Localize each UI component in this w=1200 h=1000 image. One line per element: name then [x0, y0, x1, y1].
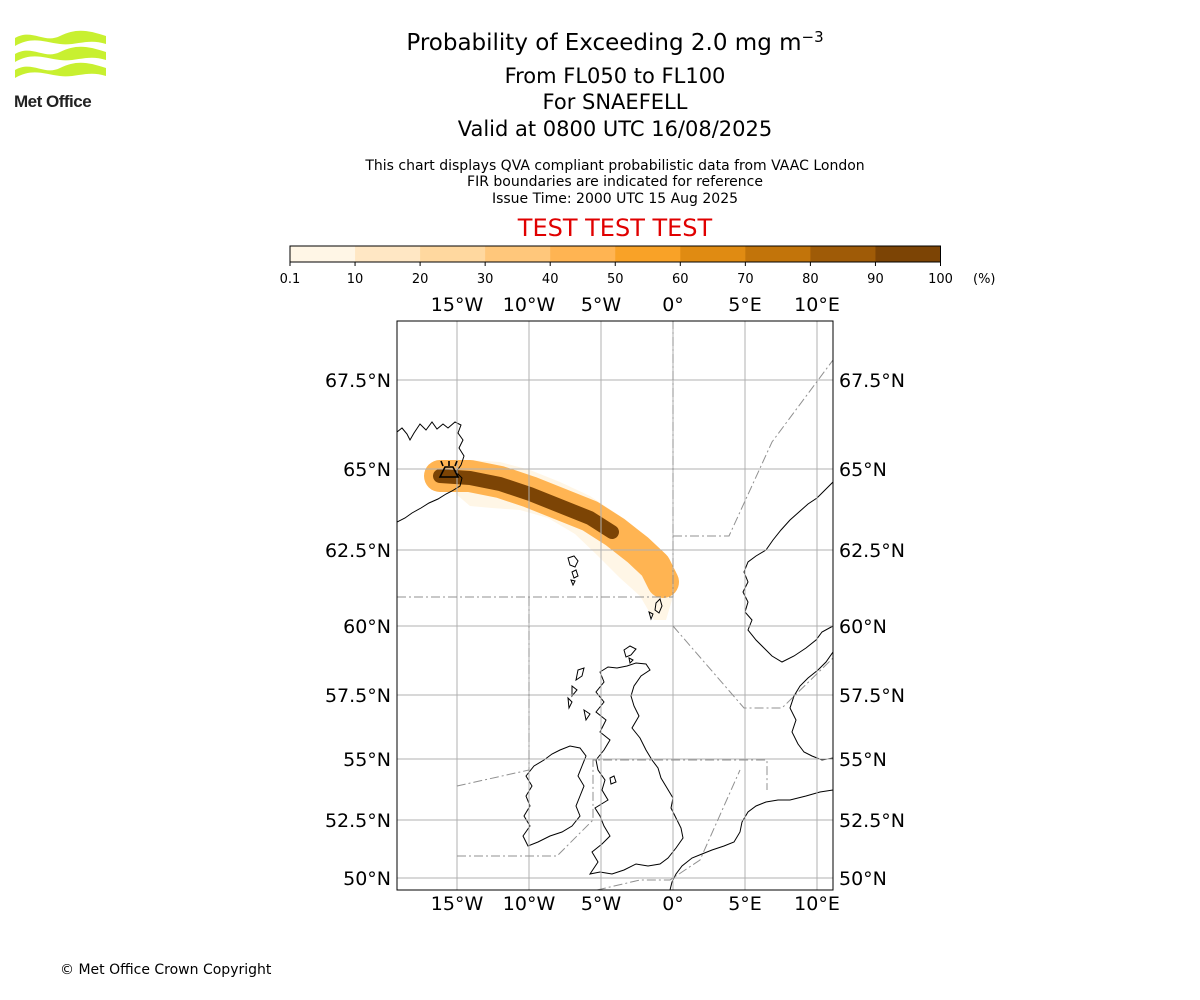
coastline-faroe: [567, 555, 579, 587]
description-line-2: FIR boundaries are indicated for referen…: [467, 174, 763, 190]
longitude-label-top: 10°E: [794, 294, 840, 316]
latitude-label-left: 65°N: [343, 459, 391, 481]
ash-plume: [424, 460, 679, 620]
probability-map: 0.1 10 20 30 40 50 60 70 80 90 100 (%) 15°W 15°W 10°W…: [280, 245, 996, 915]
colorbar-tick-label: 0.1: [280, 272, 301, 287]
map-frame: [396, 320, 834, 891]
colorbar-tick-label: 50: [607, 272, 624, 287]
coastline-shetland: [648, 598, 663, 621]
graticule: [397, 321, 833, 890]
colorbar-segment: [290, 246, 356, 262]
colorbar-segment: [745, 246, 811, 262]
colorbar-tick-label: 100: [928, 272, 953, 287]
subtitle-flight-levels: From FL050 to FL100: [504, 64, 726, 88]
colorbar-unit: (%): [973, 272, 996, 287]
latitude-label-left: 67.5°N: [325, 370, 391, 392]
plume-band-low: [446, 460, 672, 620]
fir-boundary-south-west: [456, 597, 530, 787]
colorbar-segment: [875, 246, 941, 262]
latitude-label-left: 60°N: [343, 616, 391, 638]
title-text: Probability of Exceeding 2.0 mg m: [406, 30, 802, 56]
latitude-label-left: 62.5°N: [325, 540, 391, 562]
fir-boundary-east: [672, 625, 833, 709]
coastline-iceland: [397, 421, 465, 523]
copyright-notice: © Met Office Crown Copyright: [60, 962, 272, 978]
colorbar-tick-label: 40: [542, 272, 559, 287]
coastlines: [397, 421, 833, 890]
colorbar-tick-label: 90: [867, 272, 884, 287]
longitude-label-bottom: 10°E: [794, 893, 840, 915]
axis-labels: 15°W 15°W 10°W 10°W 5°W 5°W 0° 0° 5°E 5°E 10°E 10°E…: [325, 294, 905, 915]
longitude-label-bottom: 5°E: [728, 893, 762, 915]
coastline-norway: [742, 481, 833, 663]
coastline-great-britain: [588, 662, 684, 875]
longitude-label-top: 5°W: [581, 294, 622, 316]
latitude-label-left: 57.5°N: [325, 685, 391, 707]
colorbar-tick-label: 70: [737, 272, 754, 287]
coastline-orkney: [623, 645, 637, 665]
colorbar-tick-label: 20: [412, 272, 429, 287]
fir-boundary-channel: [596, 769, 741, 890]
colorbar-segment: [420, 246, 486, 262]
colorbar-tick-label: 10: [347, 272, 364, 287]
longitude-label-top: 15°W: [431, 294, 484, 316]
volcano-cone: [438, 466, 460, 478]
longitude-label-bottom: 10°W: [503, 893, 556, 915]
met-office-logo: Met Office: [14, 30, 108, 112]
coastline-isle-of-man: [609, 775, 617, 785]
colorbar-segment: [485, 246, 551, 262]
fir-boundary-north: [397, 321, 674, 598]
latitude-label-right: 57.5°N: [839, 685, 905, 707]
colorbar-tick-label: 30: [477, 272, 494, 287]
latitude-label-right: 52.5°N: [839, 810, 905, 832]
latitude-label-right: 55°N: [839, 749, 887, 771]
test-banner: TEST TEST TEST: [517, 214, 713, 242]
description-line-1: This chart displays QVA compliant probab…: [365, 158, 865, 174]
longitude-label-bottom: 0°: [662, 893, 684, 915]
latitude-label-right: 50°N: [839, 868, 887, 890]
volcano-eruption-lines: [440, 460, 458, 467]
colorbar-segment: [680, 246, 746, 262]
latitude-label-right: 62.5°N: [839, 540, 905, 562]
colorbar-segment: [810, 246, 876, 262]
coastline-continent: [669, 789, 833, 890]
fir-boundaries: [397, 321, 833, 890]
longitude-label-top: 5°E: [728, 294, 762, 316]
longitude-label-top: 0°: [662, 294, 684, 316]
subtitle-valid-time: Valid at 0800 UTC 16/08/2025: [457, 117, 773, 141]
fir-boundary-norway-west: [673, 359, 833, 537]
colorbar: 0.1 10 20 30 40 50 60 70 80 90 100 (%): [280, 245, 996, 287]
fir-boundary-shanwick: [457, 759, 768, 857]
latitude-label-left: 55°N: [343, 749, 391, 771]
longitude-label-top: 10°W: [503, 294, 556, 316]
description-line-3: Issue Time: 2000 UTC 15 Aug 2025: [491, 191, 739, 207]
subtitle-volcano: For SNAEFELL: [542, 90, 688, 114]
colorbar-segment: [550, 246, 616, 262]
longitude-label-bottom: 15°W: [431, 893, 484, 915]
latitude-label-left: 50°N: [343, 868, 391, 890]
coastline-ireland: [522, 745, 587, 847]
plume-band-high: [433, 469, 619, 539]
colorbar-segment: [615, 246, 681, 262]
chart-title: Probability of Exceeding 2.0 mg m−3: [0, 28, 1200, 56]
latitude-label-left: 52.5°N: [325, 810, 391, 832]
latitude-label-right: 60°N: [839, 616, 887, 638]
colorbar-tick-label: 60: [672, 272, 689, 287]
volcano-icon: [438, 460, 460, 478]
longitude-label-bottom: 5°W: [581, 893, 622, 915]
colorbar-segment: [355, 246, 421, 262]
coastline-hebrides: [567, 667, 591, 722]
colorbar-tick-label: 80: [802, 272, 819, 287]
coastline-denmark: [789, 651, 833, 761]
latitude-label-right: 65°N: [839, 459, 887, 481]
logo-text: Met Office: [14, 92, 92, 111]
met-office-waves-icon: [15, 30, 106, 78]
title-unit-superscript: −3: [801, 28, 824, 46]
latitude-label-right: 67.5°N: [839, 370, 905, 392]
